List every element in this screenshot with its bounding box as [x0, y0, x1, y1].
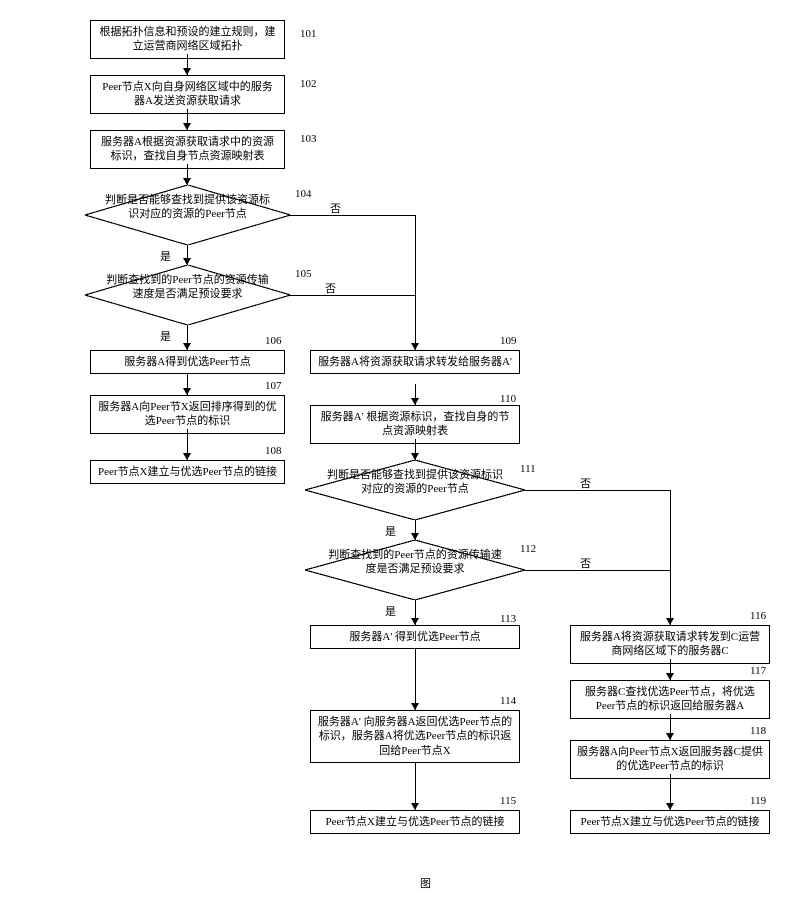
step-102: Peer节点X向自身网络区域中的服务器A发送资源获取请求: [90, 75, 285, 114]
num-102: 102: [300, 78, 317, 90]
num-105: 105: [295, 268, 312, 280]
step-107: 服务器A向Peer节X返回排序得到的优选Peer节点的标识: [90, 395, 285, 434]
decision-104: 判断是否能够查找到提供该资源标识对应的资源的Peer节点: [85, 185, 290, 245]
num-115: 115: [500, 795, 516, 807]
step-115-text: Peer节点X建立与优选Peer节点的链接: [325, 816, 504, 828]
step-106-text: 服务器A得到优选Peer节点: [124, 356, 251, 368]
num-107: 107: [265, 380, 282, 392]
step-116-text: 服务器A将资源获取请求转发到C运营商网络区域下的服务器C: [580, 631, 760, 657]
lbl-112-no: 否: [580, 555, 591, 571]
num-116: 116: [750, 610, 766, 622]
num-106: 106: [265, 335, 282, 347]
num-118: 118: [750, 725, 766, 737]
figure-number: 图: [420, 875, 431, 891]
step-116: 服务器A将资源获取请求转发到C运营商网络区域下的服务器C: [570, 625, 770, 664]
step-101-text: 根据拓扑信息和预设的建立规则，建立运营商网络区域拓扑: [100, 26, 276, 52]
step-110: 服务器A' 根据资源标识，查找自身的节点资源映射表: [310, 405, 520, 444]
step-113-text: 服务器A' 得到优选Peer节点: [349, 631, 480, 643]
step-102-text: Peer节点X向自身网络区域中的服务器A发送资源获取请求: [102, 81, 273, 107]
step-119-text: Peer节点X建立与优选Peer节点的链接: [580, 816, 759, 828]
step-119: Peer节点X建立与优选Peer节点的链接: [570, 810, 770, 834]
step-118: 服务器A向Peer节点X返回服务器C提供的优选Peer节点的标识: [570, 740, 770, 779]
decision-105-text: 判断查找到的Peer节点的资源传输速度是否满足预设要求: [85, 265, 290, 310]
num-101: 101: [300, 28, 317, 40]
lbl-104-no: 否: [330, 200, 341, 216]
step-109-text: 服务器A将资源获取请求转发给服务器A': [318, 356, 512, 368]
step-114-text: 服务器A' 向服务器A返回优选Peer节点的标识，服务器A将优选Peer节点的标…: [318, 716, 512, 757]
num-119: 119: [750, 795, 766, 807]
lbl-112-yes: 是: [385, 603, 396, 619]
step-108-text: Peer节点X建立与优选Peer节点的链接: [98, 466, 277, 478]
num-113: 113: [500, 613, 516, 625]
step-103-text: 服务器A根据资源获取请求中的资源标识，查找自身节点资源映射表: [101, 136, 274, 162]
lbl-105-yes: 是: [160, 328, 171, 344]
num-108: 108: [265, 445, 282, 457]
decision-112-text: 判断查找到的Peer节点的资源传输速度是否满足预设要求: [305, 540, 525, 585]
step-115: Peer节点X建立与优选Peer节点的链接: [310, 810, 520, 834]
step-110-text: 服务器A' 根据资源标识，查找自身的节点资源映射表: [321, 411, 510, 437]
decision-105: 判断查找到的Peer节点的资源传输速度是否满足预设要求: [85, 265, 290, 325]
step-106: 服务器A得到优选Peer节点: [90, 350, 285, 374]
lbl-105-no: 否: [325, 280, 336, 296]
step-117: 服务器C查找优选Peer节点，将优选Peer节点的标识返回给服务器A: [570, 680, 770, 719]
step-101: 根据拓扑信息和预设的建立规则，建立运营商网络区域拓扑: [90, 20, 285, 59]
lbl-111-yes: 是: [385, 523, 396, 539]
num-109: 109: [500, 335, 517, 347]
num-114: 114: [500, 695, 516, 707]
num-104: 104: [295, 188, 312, 200]
num-110: 110: [500, 393, 516, 405]
lbl-104-yes: 是: [160, 248, 171, 264]
decision-112: 判断查找到的Peer节点的资源传输速度是否满足预设要求: [305, 540, 525, 600]
step-114: 服务器A' 向服务器A返回优选Peer节点的标识，服务器A将优选Peer节点的标…: [310, 710, 520, 763]
num-117: 117: [750, 665, 766, 677]
num-103: 103: [300, 133, 317, 145]
step-118-text: 服务器A向Peer节点X返回服务器C提供的优选Peer节点的标识: [577, 746, 763, 772]
step-109: 服务器A将资源获取请求转发给服务器A': [310, 350, 520, 374]
step-108: Peer节点X建立与优选Peer节点的链接: [90, 460, 285, 484]
step-117-text: 服务器C查找优选Peer节点，将优选Peer节点的标识返回给服务器A: [585, 686, 755, 712]
decision-111: 判断是否能够查找到提供该资源标识对应的资源的Peer节点: [305, 460, 525, 520]
step-103: 服务器A根据资源获取请求中的资源标识，查找自身节点资源映射表: [90, 130, 285, 169]
step-107-text: 服务器A向Peer节X返回排序得到的优选Peer节点的标识: [98, 401, 276, 427]
decision-104-text: 判断是否能够查找到提供该资源标识对应的资源的Peer节点: [85, 185, 290, 230]
lbl-111-no: 否: [580, 475, 591, 491]
step-113: 服务器A' 得到优选Peer节点: [310, 625, 520, 649]
decision-111-text: 判断是否能够查找到提供该资源标识对应的资源的Peer节点: [305, 460, 525, 505]
